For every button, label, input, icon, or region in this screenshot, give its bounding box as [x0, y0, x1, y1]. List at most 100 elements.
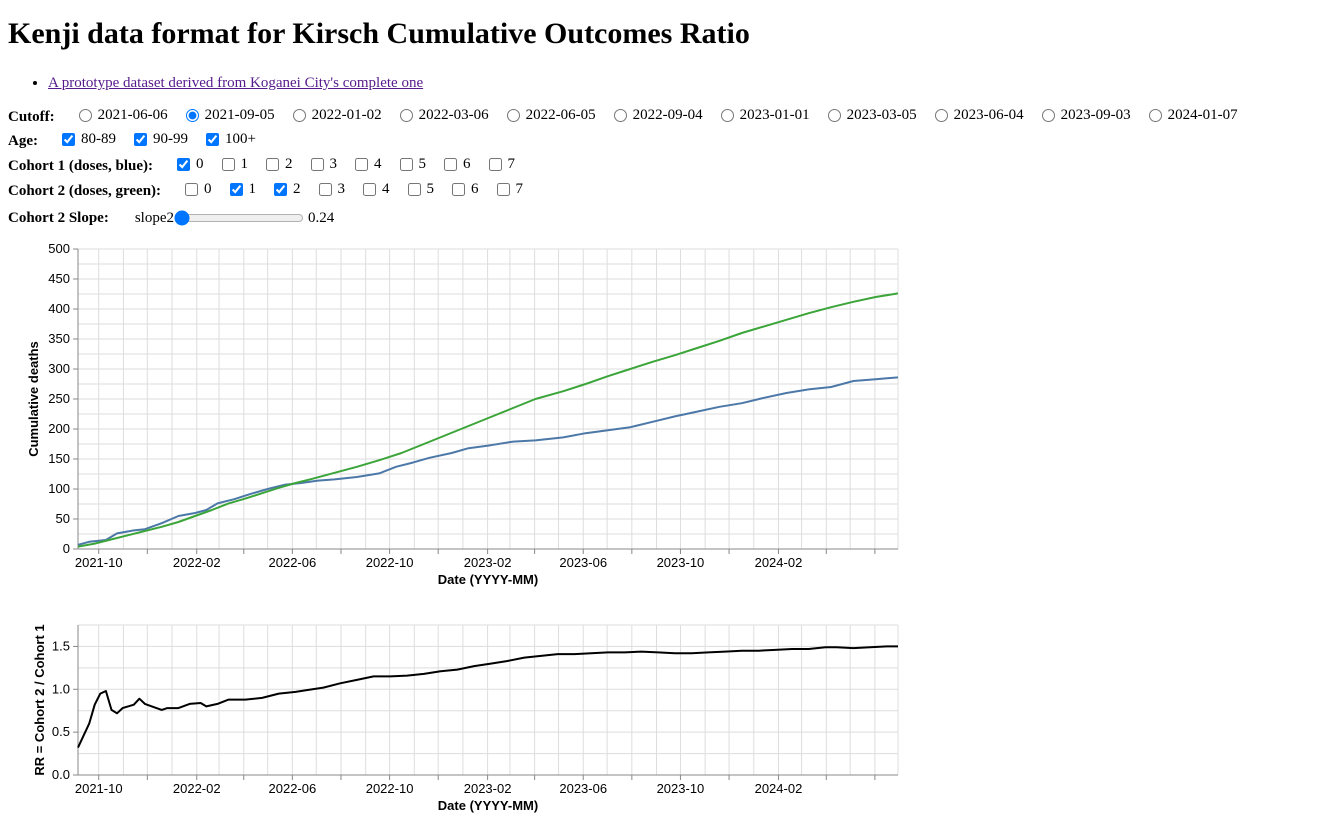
cohort1-dose-option[interactable]: 1 — [208, 156, 249, 173]
cohort1-dose-checkbox[interactable] — [310, 158, 324, 171]
cohort1-dose-checkbox[interactable] — [488, 158, 502, 171]
cutoff-option-label: 2023-03-05 — [846, 107, 917, 123]
cohort1-dose-option-label: 1 — [240, 156, 249, 172]
cohort1-dose-option[interactable]: 7 — [475, 156, 515, 173]
cohort1-dose-checkbox[interactable] — [177, 158, 190, 171]
cutoff-option[interactable]: 2021-09-05 — [172, 107, 275, 124]
cutoff-radio[interactable] — [506, 109, 520, 122]
cohort2-dose-option[interactable]: 4 — [349, 181, 390, 198]
cohort2-dose-option[interactable]: 5 — [394, 181, 434, 198]
slope-value: 0.24 — [308, 209, 335, 226]
cutoff-radio[interactable] — [613, 109, 627, 122]
cutoff-option[interactable]: 2023-06-04 — [921, 107, 1024, 124]
cohort1-dose-option[interactable]: 5 — [386, 156, 427, 173]
age-checkbox[interactable] — [62, 133, 75, 146]
y-tick-label: 0.0 — [52, 767, 70, 782]
cohort1-dose-option-label: 5 — [418, 156, 427, 172]
x-axis-title: Date (YYYY-MM) — [438, 572, 538, 587]
cohort2-dose-checkbox[interactable] — [496, 183, 510, 196]
x-tick-label: 2023-02 — [464, 555, 512, 570]
cutoff-option[interactable]: 2021-06-06 — [63, 107, 168, 124]
cohort2-dose-option[interactable]: 1 — [216, 181, 256, 198]
cutoff-radio[interactable] — [78, 109, 92, 122]
page-title: Kenji data format for Kirsch Cumulative … — [8, 17, 750, 50]
cutoff-radio[interactable] — [827, 109, 841, 122]
cohort2-dose-option[interactable]: 6 — [438, 181, 479, 198]
cohort2-dose-option[interactable]: 0 — [169, 181, 212, 198]
age-checkbox[interactable] — [206, 133, 219, 146]
cutoff-radio[interactable] — [720, 109, 734, 122]
cohort2-dose-checkbox[interactable] — [229, 183, 243, 196]
x-tick-label: 2022-02 — [173, 555, 221, 570]
y-tick-label: 450 — [48, 271, 70, 286]
y-axis-title: RR = Cohort 2 / Cohort 1 — [32, 624, 47, 775]
x-tick-label: 2022-10 — [366, 781, 414, 796]
cohort2-dose-option-label: 6 — [471, 181, 479, 197]
cohort1-dose-checkbox[interactable] — [266, 158, 279, 171]
cohort1-dose-option[interactable]: 6 — [430, 156, 471, 173]
cutoff-option[interactable]: 2022-01-02 — [279, 107, 382, 124]
cutoff-option[interactable]: 2023-09-03 — [1028, 107, 1131, 124]
x-tick-label: 2024-02 — [755, 555, 803, 570]
cohort2-dose-checkbox[interactable] — [185, 183, 199, 196]
slope-label: Cohort 2 Slope: — [8, 209, 109, 226]
cohort2-dose-option[interactable]: 2 — [260, 181, 301, 198]
series-line-cohort-2 — [77, 292, 899, 548]
y-tick-label: 1.5 — [52, 638, 70, 653]
cohort2-dose-option-label: 7 — [515, 181, 524, 197]
list-item: A prototype dataset derived from Koganei… — [48, 72, 423, 94]
cohort2-dose-option[interactable]: 3 — [305, 181, 346, 198]
cohort1-dose-option[interactable]: 4 — [341, 156, 382, 173]
cutoff-option[interactable]: 2022-09-04 — [600, 107, 703, 124]
cohort1-dose-checkbox[interactable] — [444, 158, 457, 171]
cohort2-dose-checkbox[interactable] — [318, 183, 332, 196]
cutoff-radio[interactable] — [185, 109, 199, 122]
y-tick-label: 0 — [63, 541, 70, 556]
cutoff-option[interactable]: 2024-01-07 — [1135, 107, 1238, 124]
cutoff-radio[interactable] — [1041, 109, 1055, 122]
cohort1-dose-option[interactable]: 2 — [252, 156, 293, 173]
cutoff-radio[interactable] — [934, 109, 948, 122]
x-tick-label: 2024-02 — [755, 781, 803, 796]
x-tick-label: 2022-02 — [173, 781, 221, 796]
x-tick-label: 2021-10 — [75, 781, 123, 796]
cohort2-dose-checkbox[interactable] — [452, 183, 466, 196]
cohort2-dose-checkbox[interactable] — [274, 183, 288, 196]
x-axis-title: Date (YYYY-MM) — [438, 798, 538, 813]
dataset-link[interactable]: A prototype dataset derived from Koganei… — [48, 75, 424, 91]
cutoff-radio[interactable] — [292, 109, 306, 122]
cohort1-dose-option-label: 4 — [374, 156, 382, 172]
age-checkbox[interactable] — [134, 133, 147, 146]
cutoff-radio[interactable] — [1148, 109, 1162, 122]
axes: 0.0 0.5 1.0 1.5 2021-10 2022-02 2022-06 2022-10… — [32, 624, 898, 813]
cutoff-option-label: 2022-03-06 — [418, 107, 489, 123]
cohort1-dose-option-label: 0 — [196, 156, 204, 172]
cohort1-dose-option[interactable]: 0 — [161, 156, 204, 173]
age-option[interactable]: 100+ — [192, 131, 256, 148]
cohort1-dose-checkbox[interactable] — [399, 158, 413, 171]
x-tick-label: 2022-06 — [269, 781, 317, 796]
cohort2-dose-checkbox[interactable] — [363, 183, 377, 196]
cohort1-dose-option[interactable]: 3 — [297, 156, 337, 173]
age-option-label: 80-89 — [81, 131, 116, 147]
age-label: Age: — [8, 132, 38, 149]
cohort2-dose-option-label: 0 — [204, 181, 212, 197]
y-tick-label: 300 — [48, 361, 70, 376]
cutoff-option[interactable]: 2023-01-01 — [707, 107, 810, 124]
slope-slider[interactable] — [174, 210, 305, 226]
cutoff-option[interactable]: 2022-06-05 — [493, 107, 596, 124]
cohort1-dose-checkbox[interactable] — [355, 158, 368, 171]
cutoff-option[interactable]: 2023-03-05 — [814, 107, 917, 124]
age-option[interactable]: 80-89 — [46, 131, 116, 148]
y-tick-label: 1.0 — [52, 681, 70, 696]
cohort2-dose-checkbox[interactable] — [407, 183, 421, 196]
cohort1-dose-checkbox[interactable] — [221, 158, 235, 171]
cohort2-dose-option-label: 3 — [337, 181, 346, 197]
age-option[interactable]: 90-99 — [120, 131, 188, 148]
cohort2-label: Cohort 2 (doses, green): — [8, 182, 162, 199]
cutoff-option[interactable]: 2022-03-06 — [386, 107, 489, 124]
cutoff-radio[interactable] — [399, 109, 413, 122]
x-tick-label: 2023-10 — [657, 781, 705, 796]
rr-chart: 0.0 0.5 1.0 1.5 2021-10 2022-02 2022-06 2022-10… — [32, 624, 899, 813]
cohort2-dose-option[interactable]: 7 — [483, 181, 524, 198]
